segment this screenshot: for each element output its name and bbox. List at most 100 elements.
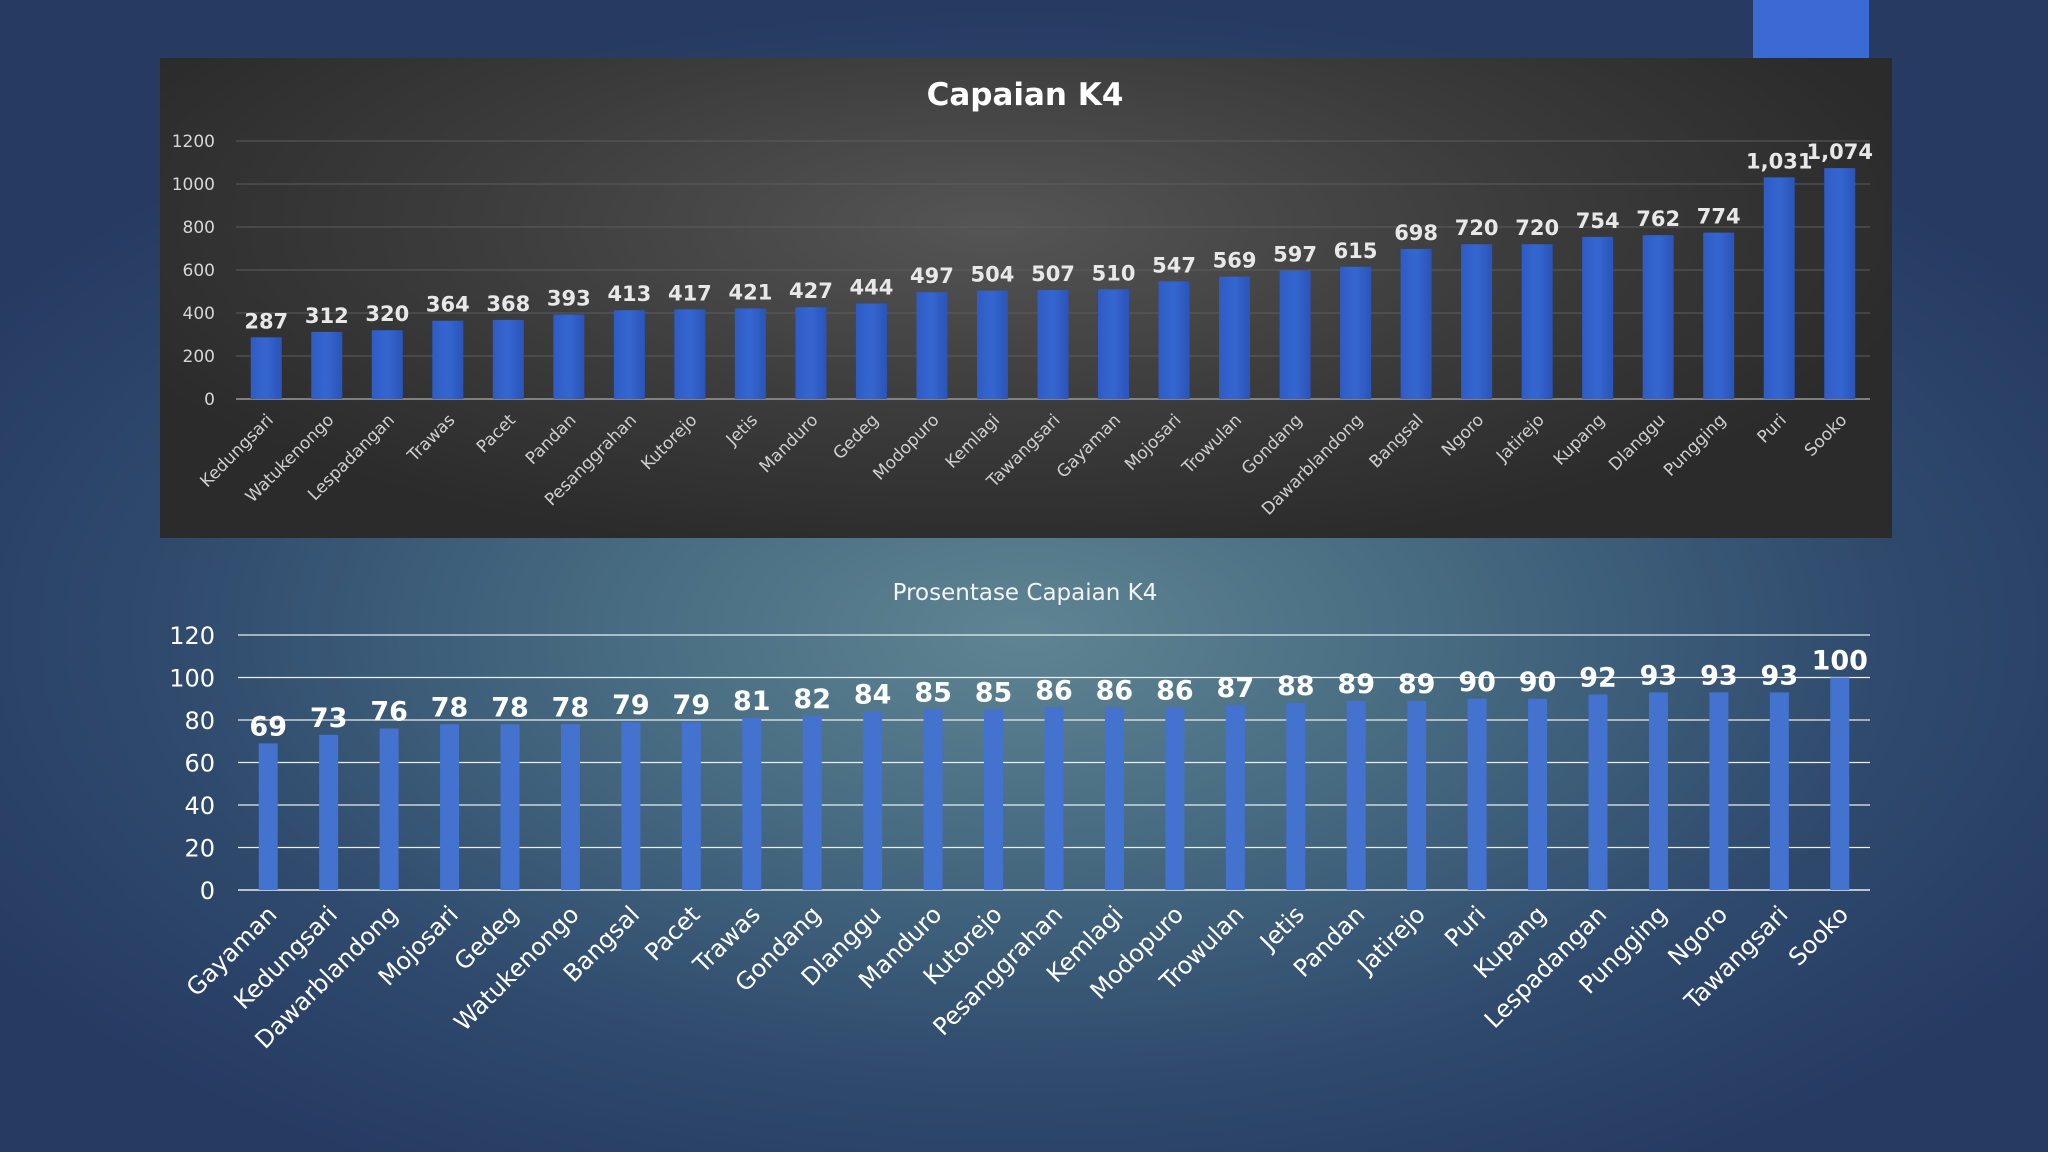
data-label-tawangsari: 507 xyxy=(1031,262,1075,286)
data-label-pacet: 368 xyxy=(486,292,530,316)
bar-pacet xyxy=(492,319,524,399)
x-tick-label-sooko: Sooko xyxy=(1783,900,1854,971)
data-label-watukenongo: 78 xyxy=(552,692,590,723)
bar-kemlagi xyxy=(1104,707,1124,890)
data-label-sooko: 1,074 xyxy=(1807,140,1873,164)
data-label-dawarblandong: 76 xyxy=(370,697,408,728)
bar-ngoro xyxy=(1709,692,1729,890)
bar-watukenongo xyxy=(311,331,343,399)
bar-sooko xyxy=(1830,677,1850,890)
bar-pungging xyxy=(1648,692,1668,890)
data-label-pungging: 774 xyxy=(1697,205,1741,229)
y-tick-label: 40 xyxy=(184,792,215,820)
x-tick-label-jatirejo: Jatirejo xyxy=(1351,900,1431,980)
bar-kutorejo xyxy=(984,709,1004,890)
bar-gayaman xyxy=(258,743,278,890)
data-label-kupang: 754 xyxy=(1576,209,1620,233)
data-label-gedeg: 78 xyxy=(491,692,529,723)
data-label-pandan: 89 xyxy=(1337,669,1375,700)
bar-modopuro xyxy=(916,292,948,399)
bar-dlanggu xyxy=(863,711,883,890)
bar-trawas xyxy=(432,320,464,399)
x-tick-label-pungging: Pungging xyxy=(1660,410,1730,480)
data-label-pesanggrahan: 413 xyxy=(607,282,651,306)
bar-trawas xyxy=(742,717,762,890)
x-tick-label-trowulan: Trowulan xyxy=(1178,410,1246,478)
bar-watukenongo xyxy=(560,724,580,890)
x-tick-label-trawas: Trawas xyxy=(403,410,459,466)
bar-manduro xyxy=(923,709,943,890)
x-tick-label-puri: Puri xyxy=(1439,900,1491,952)
bar-kedungsari xyxy=(319,734,339,890)
x-tick-label-kutorejo: Kutorejo xyxy=(638,410,702,474)
x-tick-label-gedeg: Gedeg xyxy=(829,410,883,464)
data-label-kedungsari: 73 xyxy=(310,703,348,734)
data-label-dlanggu: 84 xyxy=(854,680,892,711)
data-label-manduro: 427 xyxy=(789,279,833,303)
y-tick-label: 600 xyxy=(183,261,215,281)
data-label-kedungsari: 287 xyxy=(244,309,288,333)
y-tick-label: 200 xyxy=(183,347,215,367)
bar-puri xyxy=(1467,698,1487,890)
data-label-puri: 1,031 xyxy=(1746,149,1812,173)
x-tick-label-modopuro: Modopuro xyxy=(869,410,943,484)
x-tick-label-ngoro: Ngoro xyxy=(1438,410,1488,460)
bar-kupang xyxy=(1528,698,1548,890)
data-label-jatirejo: 720 xyxy=(1515,216,1559,240)
y-tick-label: 1000 xyxy=(172,175,215,195)
data-label-jetis: 421 xyxy=(728,280,772,304)
y-tick-label: 80 xyxy=(184,707,215,735)
bar-sooko xyxy=(1824,168,1856,399)
bar-kupang xyxy=(1582,236,1614,399)
bar-pesanggrahan xyxy=(1044,707,1064,890)
data-label-tawangsari: 93 xyxy=(1761,660,1799,691)
data-label-kutorejo: 85 xyxy=(975,677,1013,708)
bar-jetis xyxy=(734,308,766,399)
chart-capaian-k4-plot: 020040060080010001200287Kedungsari312Wat… xyxy=(172,132,1873,519)
data-label-lespadangan: 320 xyxy=(365,302,409,326)
data-label-gondang: 597 xyxy=(1273,243,1317,267)
data-label-ngoro: 93 xyxy=(1700,660,1738,691)
data-label-kutorejo: 417 xyxy=(668,281,712,305)
data-label-pacet: 79 xyxy=(673,690,711,721)
data-label-trowulan: 569 xyxy=(1213,249,1257,273)
data-label-bangsal: 698 xyxy=(1394,221,1438,245)
bar-bangsal xyxy=(621,722,641,890)
chart-title-prosentase-capaian-k4: Prosentase Capaian K4 xyxy=(893,580,1158,606)
x-tick-label-pacet: Pacet xyxy=(473,410,520,457)
x-tick-label-puri: Puri xyxy=(1754,410,1791,447)
data-label-trawas: 364 xyxy=(426,293,470,317)
data-label-gayaman: 510 xyxy=(1092,261,1136,285)
y-tick-label: 0 xyxy=(204,390,215,410)
x-tick-label-pandan: Pandan xyxy=(522,410,580,468)
bar-pandan xyxy=(1346,700,1366,890)
bar-mojosari xyxy=(440,724,460,890)
bar-gedeg xyxy=(500,724,520,890)
x-tick-label-jetis: Jetis xyxy=(722,410,762,450)
x-tick-label-manduro: Manduro xyxy=(756,410,823,477)
y-tick-label: 60 xyxy=(184,750,215,778)
data-label-watukenongo: 312 xyxy=(305,304,349,328)
data-label-mojosari: 78 xyxy=(431,692,469,723)
data-label-gayaman: 69 xyxy=(249,711,287,742)
y-tick-label: 100 xyxy=(169,665,215,693)
x-tick-label-bangsal: Bangsal xyxy=(1366,410,1428,472)
data-label-bangsal: 79 xyxy=(612,690,650,721)
x-tick-label-mojosari: Mojosari xyxy=(1121,410,1185,474)
x-tick-label-kupang: Kupang xyxy=(1550,410,1609,469)
bar-pesanggrahan xyxy=(613,310,645,399)
bar-jatirejo xyxy=(1521,244,1553,399)
bar-jatirejo xyxy=(1407,700,1427,890)
bar-lespadangan xyxy=(1588,694,1608,890)
y-tick-label: 20 xyxy=(184,835,215,863)
y-tick-label: 1200 xyxy=(172,132,215,152)
corner-accent-block xyxy=(1753,0,1869,58)
bar-mojosari xyxy=(1158,281,1190,399)
data-label-lespadangan: 92 xyxy=(1579,663,1617,694)
bar-modopuro xyxy=(1165,707,1185,890)
bar-pacet xyxy=(681,722,701,890)
y-tick-label: 0 xyxy=(200,877,215,905)
data-label-gondang: 82 xyxy=(793,684,831,715)
bar-bangsal xyxy=(1400,248,1432,399)
bar-gedeg xyxy=(855,303,887,399)
